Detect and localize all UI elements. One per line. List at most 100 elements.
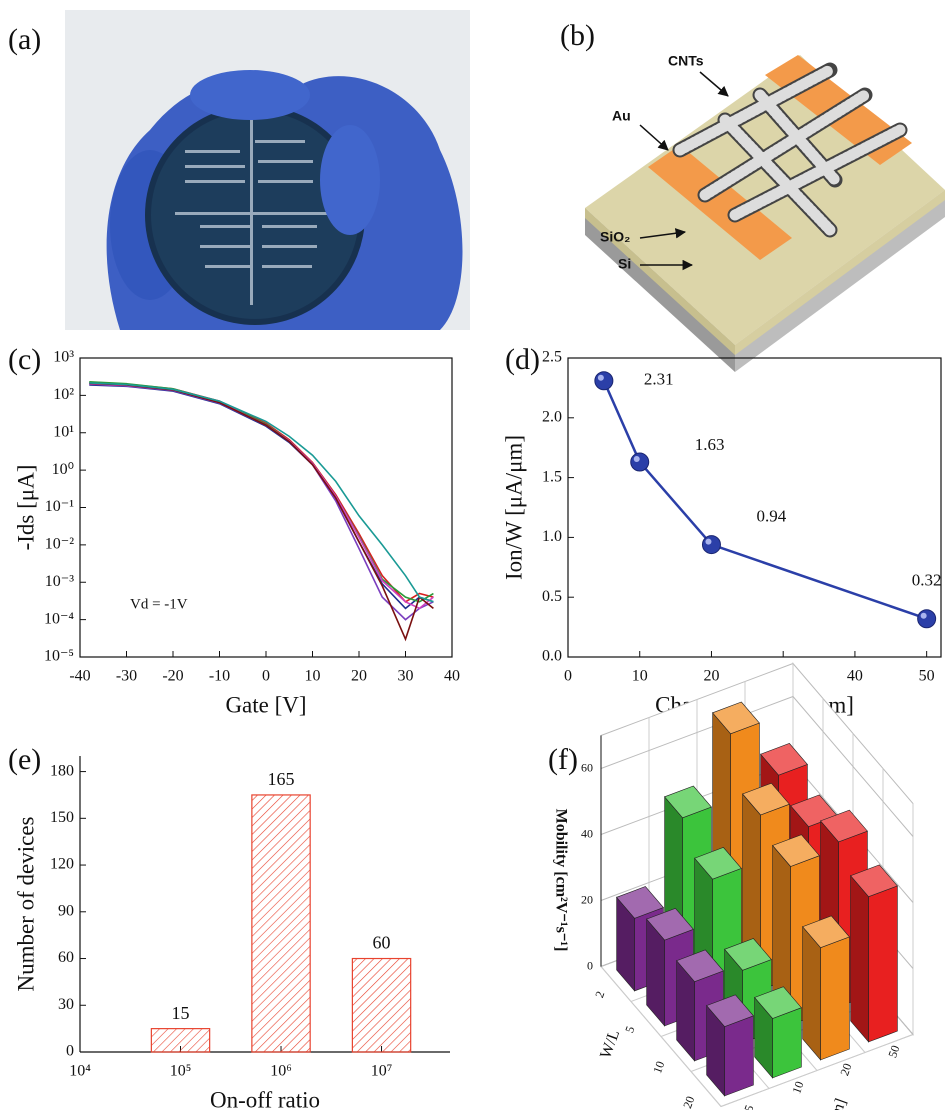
y-axis-label: -Ids [μA]: [13, 465, 38, 551]
bar: [352, 959, 410, 1052]
bar-side: [803, 927, 821, 1060]
z-axis-label: Mobility [cm²V⁻¹s⁻¹]: [552, 809, 569, 952]
panel-label: (d): [505, 343, 540, 376]
bar-front: [725, 1016, 754, 1096]
x-tick-label: 0: [262, 668, 270, 685]
y-tick-label: 180: [50, 762, 74, 779]
y-tick-label: 2.5: [542, 349, 562, 366]
y-tick-label: 10⁻⁴: [44, 610, 74, 627]
bar: [755, 987, 802, 1078]
x-axis-label: W/L: [597, 1028, 623, 1061]
data-label: 165: [268, 769, 295, 789]
y-tick-label: 50: [885, 1043, 902, 1059]
data-label: 2.31: [644, 370, 674, 389]
x-axis-label: On-off ratio: [210, 1087, 320, 1110]
y-tick-label: 2.0: [542, 408, 562, 425]
y-tick-label: 10²: [53, 386, 74, 403]
data-point: [595, 372, 613, 390]
y-tick-label: 5: [741, 1103, 756, 1110]
y-tick-label: 120: [50, 856, 74, 873]
data-label: 0.94: [756, 506, 786, 525]
bar-side: [851, 876, 869, 1042]
bar-front: [869, 886, 898, 1042]
x-tick-label: 40: [847, 668, 863, 685]
y-tick-label: 10⁰: [52, 461, 74, 478]
y-tick-label: 10: [789, 1079, 806, 1095]
photo: [65, 10, 470, 330]
x-tick-label: -40: [69, 668, 90, 685]
y-tick-label: 10¹: [53, 423, 74, 440]
panel-label: (a): [8, 23, 41, 56]
bar: [851, 865, 898, 1042]
y-tick-label: 0: [66, 1043, 74, 1060]
x-tick-label: -10: [209, 668, 230, 685]
data-point: [918, 610, 936, 628]
plot-frame: [568, 358, 941, 657]
x-tick-label: 10: [632, 668, 648, 685]
data-point: [702, 536, 720, 554]
data-line: [89, 383, 433, 602]
data-label: 15: [172, 1003, 190, 1023]
panel-label: (c): [8, 343, 41, 376]
y-tick-label: 30: [58, 996, 74, 1013]
data-line: [89, 382, 433, 602]
y-tick-label: 20: [837, 1061, 854, 1077]
y-tick-label: 150: [50, 809, 74, 826]
y-axis-label: L [μm]: [819, 1096, 850, 1110]
z-tick-label: 20: [581, 892, 593, 906]
x-tick-label: 30: [398, 668, 414, 685]
annotation: CNTs: [668, 53, 704, 69]
bar: [151, 1029, 209, 1052]
x-tick-label: 10⁶: [270, 1063, 292, 1080]
data-label: 60: [373, 933, 391, 953]
device-diagram: CNTs Au SiO₂ Si: [585, 53, 945, 372]
y-tick-label: 0.0: [542, 648, 562, 665]
x-tick-label: 10: [305, 668, 321, 685]
x-tick-label: 20: [351, 668, 367, 685]
x-tick-label: 10⁴: [69, 1063, 91, 1080]
y-tick-label: 60: [58, 949, 74, 966]
data-line: [89, 383, 433, 602]
data-line: [604, 381, 927, 619]
x-tick-label: 0: [564, 668, 572, 685]
bar-front: [821, 937, 850, 1060]
y-tick-label: 1.0: [542, 528, 562, 545]
y-tick-label: 1.5: [542, 468, 562, 485]
y-tick-label: 10⁻³: [45, 573, 74, 590]
figure: CNTs Au SiO₂ Si (a)(b)(c)-40-30-20-10010…: [0, 0, 950, 1110]
y-tick-label: 90: [58, 902, 74, 919]
annotation: Si: [618, 256, 631, 272]
x-tick-label: 40: [444, 668, 460, 685]
y-tick-label: 10⁻¹: [45, 498, 74, 515]
y-tick-label: 10⁻⁵: [44, 648, 74, 665]
data-label: 1.63: [695, 435, 725, 454]
x-tick-label: 10: [650, 1059, 667, 1075]
panel-label: (f): [548, 743, 578, 776]
annotation: Vd = -1V: [130, 596, 188, 612]
bar: [803, 916, 850, 1060]
z-tick-label: 40: [581, 826, 593, 840]
y-tick-label: 10⁻²: [45, 536, 74, 553]
x-tick-label: 5: [622, 1024, 637, 1034]
y-tick-label: 0.5: [542, 588, 562, 605]
bar: [252, 795, 310, 1052]
x-tick-label: 20: [703, 668, 719, 685]
x-tick-label: -20: [162, 668, 183, 685]
data-label: 0.32: [912, 571, 942, 590]
z-tick-label: 60: [581, 760, 593, 774]
annotation: Au: [612, 108, 631, 124]
y-axis-label: Ion/W [μA/μm]: [501, 435, 526, 580]
y-axis-label: Number of devices: [13, 816, 38, 991]
x-tick-label: 20: [680, 1094, 697, 1110]
panel-label: (b): [560, 19, 595, 52]
x-axis-label: Gate [V]: [225, 692, 306, 717]
y-tick-label: 10³: [53, 349, 74, 366]
point-highlight: [921, 613, 927, 619]
x-tick-label: 2: [592, 989, 607, 999]
z-tick-label: 0: [587, 958, 593, 972]
point-highlight: [598, 375, 604, 381]
panel-label: (e): [8, 743, 41, 776]
x-tick-label: 50: [919, 668, 935, 685]
x-tick-label: 10⁵: [170, 1063, 192, 1080]
annotation: SiO₂: [600, 229, 630, 245]
